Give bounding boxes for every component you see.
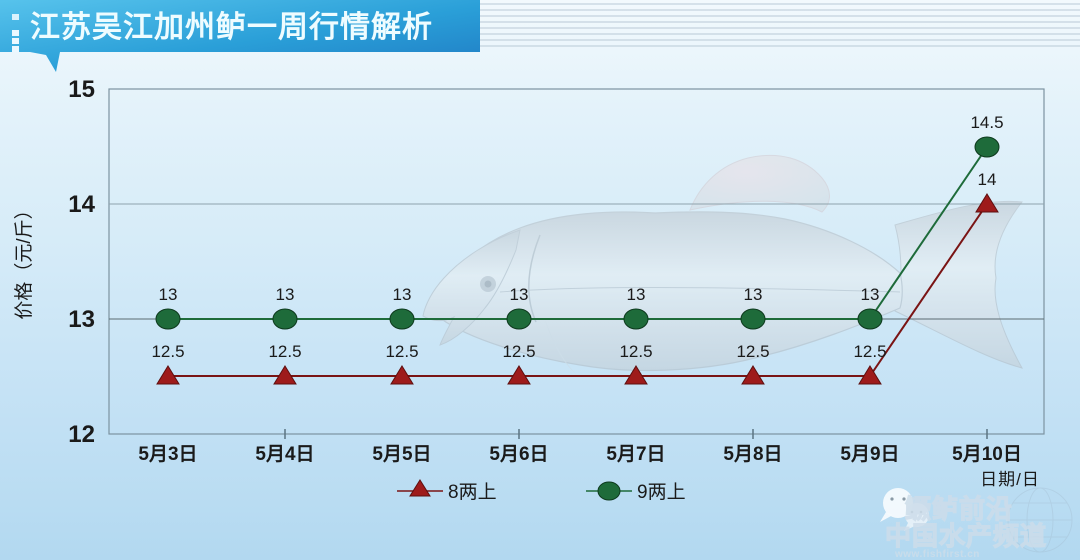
svg-text:9两上: 9两上 <box>637 481 686 503</box>
svg-text:8两上: 8两上 <box>448 481 497 503</box>
